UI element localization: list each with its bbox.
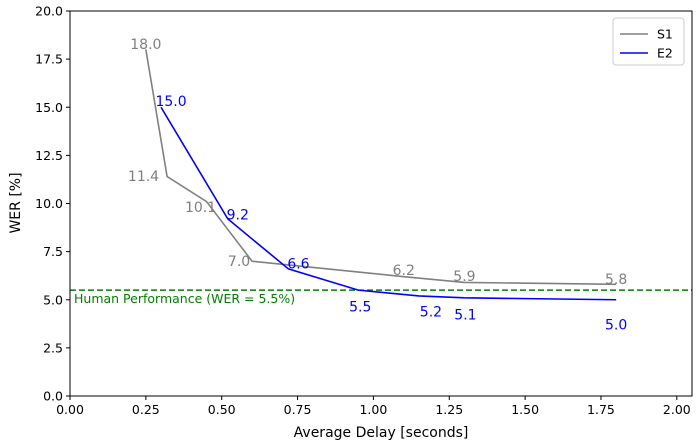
data-label-s1: 7.0 [228,254,250,270]
plot-area [70,11,692,396]
legend-box [612,17,685,66]
x-tick-label: 1.25 [435,402,463,417]
data-label-e2: 5.1 [454,307,476,323]
legend-entry-s1: S1 [657,27,673,42]
x-tick-label: 0.00 [56,402,84,417]
data-label-e2: 5.2 [420,304,442,320]
data-label-s1: 10.1 [185,200,216,216]
x-tick-label: 1.00 [359,402,387,417]
reference-line-group: Human Performance (WER = 5.5%) [70,289,692,306]
data-label-s1: 5.9 [453,269,475,285]
y-axis-title: WER [%] [8,172,24,233]
x-tick-label: 1.50 [511,402,539,417]
x-axis-ticks: 0.00 0.25 0.50 0.75 1.00 1.25 1.50 1.75 2.00 [56,396,691,417]
series-line-e2 [160,106,617,301]
x-tick-label: 0.50 [208,402,236,417]
y-tick-label: 7.5 [43,244,63,259]
data-label-e2: 5.5 [349,300,371,316]
y-tick-label: 10.0 [35,196,63,211]
legend-entry-e2: E2 [657,46,673,61]
data-label-s1: 18.0 [130,37,161,53]
series-line-s1 [145,49,617,286]
y-axis-ticks: 0.0 2.5 5.0 7.5 10.0 12.5 15.0 17.5 20.0 [35,4,70,404]
data-label-e2: 15.0 [155,94,186,110]
y-tick-label: 20.0 [35,4,63,19]
series-group [145,49,617,301]
data-label-s1: 11.4 [128,169,159,185]
x-tick-label: 0.75 [284,402,312,417]
x-tick-label: 2.00 [663,402,691,417]
data-labels-group: 18.0 11.4 10.1 7.0 6.2 5.9 5.8 15.0 9.2 6.6 5.5 5.2… [128,37,627,333]
y-tick-label: 0.0 [43,389,63,404]
y-tick-label: 2.5 [43,340,63,355]
y-tick-label: 12.5 [35,148,63,163]
data-label-e2: 5.0 [605,317,627,333]
x-tick-label: 0.25 [132,402,160,417]
data-label-s1: 5.8 [605,272,627,288]
data-label-s1: 6.2 [393,263,415,279]
y-tick-label: 17.5 [35,52,63,67]
x-tick-label: 1.75 [587,402,615,417]
data-label-e2: 9.2 [227,207,249,223]
x-axis-title: Average Delay [seconds] [294,425,469,441]
human-performance-label: Human Performance (WER = 5.5%) [74,291,295,306]
y-tick-label: 15.0 [35,100,63,115]
y-tick-label: 5.0 [43,292,63,307]
data-label-e2: 6.6 [287,256,309,272]
